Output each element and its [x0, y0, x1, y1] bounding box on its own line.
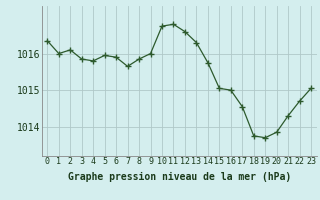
X-axis label: Graphe pression niveau de la mer (hPa): Graphe pression niveau de la mer (hPa) — [68, 172, 291, 182]
